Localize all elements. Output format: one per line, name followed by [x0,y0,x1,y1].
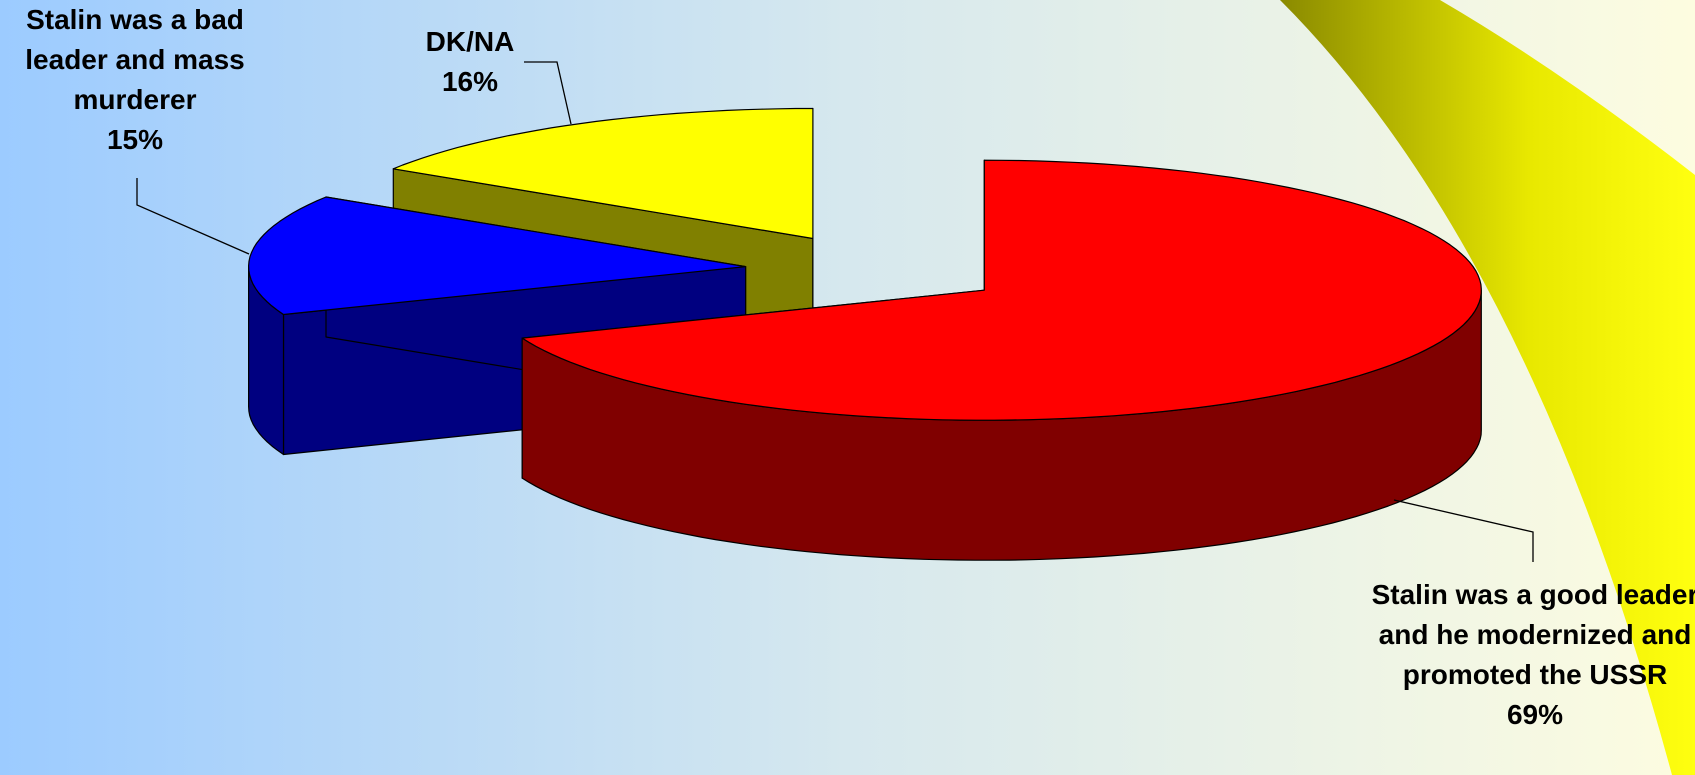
category-label: Stalin was a bad leader and mass murdere… [25,4,245,115]
category-label: DK/NA [425,26,515,57]
value-label: 16% [441,66,499,97]
decoration [1280,0,1695,775]
slice [392,107,814,240]
leader-line [524,61,572,125]
slice-label: Stalin was a good leader and he moderniz… [1370,575,1695,735]
leader-line [136,178,250,255]
slice-label: Stalin was a bad leader and mass murdere… [0,0,270,160]
category-label: Stalin was a good leader and he moderniz… [1371,579,1695,690]
leader-line [1393,499,1534,562]
value-label: 15% [106,124,164,155]
slice [521,159,1482,421]
value-label: 69% [1506,699,1564,730]
slice-label: DK/NA 16% [400,22,540,102]
pie [248,107,1482,561]
slice [248,196,747,316]
